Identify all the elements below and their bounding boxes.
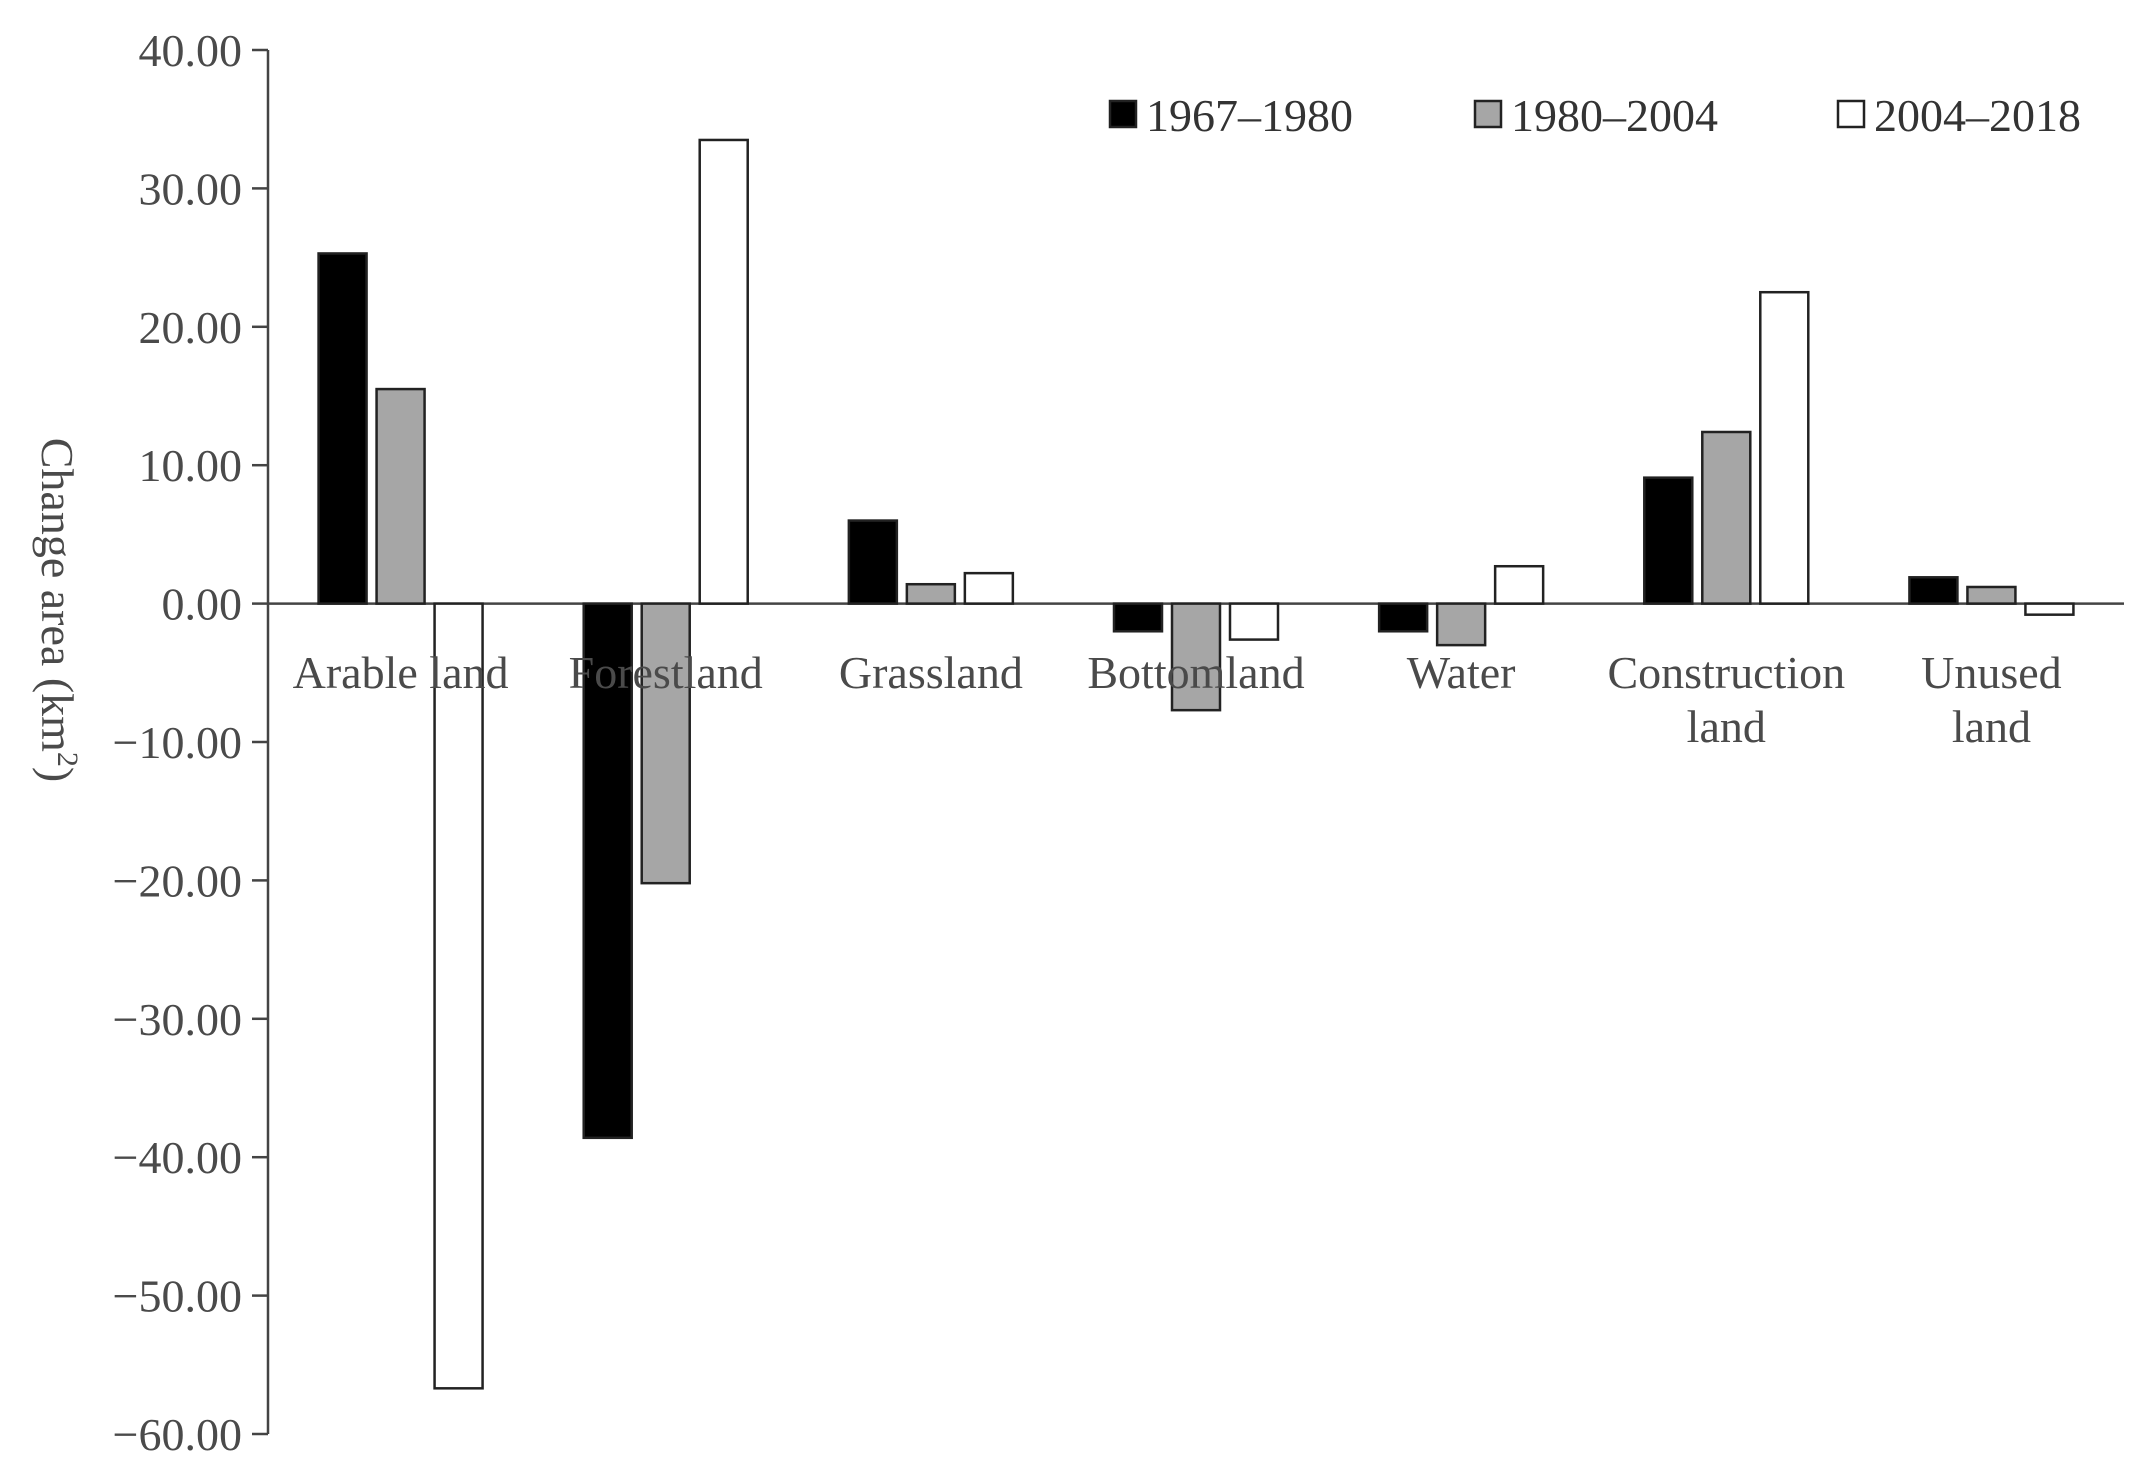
legend-swatch [1473, 99, 1503, 129]
bar-series-2 [905, 582, 957, 605]
legend-label: 2004–2018 [1874, 90, 2081, 141]
bar-series-3 [963, 571, 1015, 605]
bar-series-3 [1493, 564, 1545, 605]
bar-series-3 [1228, 602, 1280, 641]
bar-series-1 [317, 252, 368, 605]
legend-label: 1980–2004 [1511, 90, 1718, 141]
bar-series-1 [1112, 602, 1164, 633]
y-tick-label: −10.00 [113, 717, 242, 768]
y-tick-label: −60.00 [113, 1409, 242, 1460]
bar-series-1 [582, 602, 633, 1140]
bar-series-3 [1759, 290, 1810, 605]
y-tick-label: 20.00 [139, 302, 243, 353]
bar-series-1 [1643, 476, 1694, 605]
category-label: Unused land [1921, 647, 2062, 752]
y-tick-label: 10.00 [139, 440, 243, 491]
bar-series-2 [375, 387, 426, 605]
y-tick-label: 30.00 [139, 163, 243, 214]
category-label: Arable land [293, 647, 509, 698]
category-label: Bottomland [1087, 647, 1304, 698]
y-tick-label: −40.00 [113, 1132, 242, 1183]
category-label: Construction land [1607, 647, 1845, 752]
bar-series-3 [698, 138, 749, 605]
y-tick-label: −30.00 [113, 994, 242, 1045]
bar-series-2 [1701, 430, 1752, 605]
y-tick-label: 40.00 [139, 25, 243, 76]
legend-swatch [1836, 99, 1866, 129]
bar-series-1 [1377, 602, 1429, 633]
bar-series-1 [847, 519, 899, 605]
bar-series-2 [640, 602, 691, 885]
y-tick-label: −20.00 [113, 855, 242, 906]
bar-series-2 [1170, 602, 1222, 712]
legend-label: 1967–1980 [1146, 90, 1353, 141]
legend-swatch [1108, 99, 1138, 129]
bar-series-2 [1966, 585, 2017, 605]
bar-series-1 [1908, 576, 1959, 605]
y-axis-label: Change area (km2) [32, 438, 84, 783]
category-label: Grassland [839, 647, 1023, 698]
bar-series-3 [433, 602, 484, 1390]
y-tick-label: 0.00 [162, 579, 243, 630]
bar-series-2 [1435, 602, 1487, 647]
category-label: Water [1407, 647, 1516, 698]
y-tick-label: −50.00 [113, 1271, 242, 1322]
bar-series-3 [2024, 602, 2075, 616]
category-label: Forestland [569, 647, 763, 698]
